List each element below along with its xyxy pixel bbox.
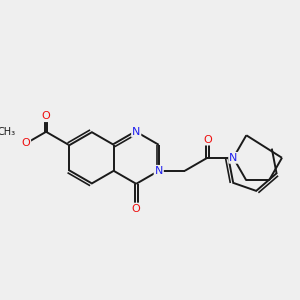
Text: O: O: [21, 139, 30, 148]
Text: N: N: [229, 153, 238, 163]
Text: N: N: [154, 166, 163, 176]
Text: O: O: [42, 111, 50, 121]
Text: CH₃: CH₃: [0, 128, 16, 137]
Text: O: O: [203, 135, 212, 145]
Text: N: N: [132, 127, 140, 137]
Text: O: O: [132, 203, 141, 214]
